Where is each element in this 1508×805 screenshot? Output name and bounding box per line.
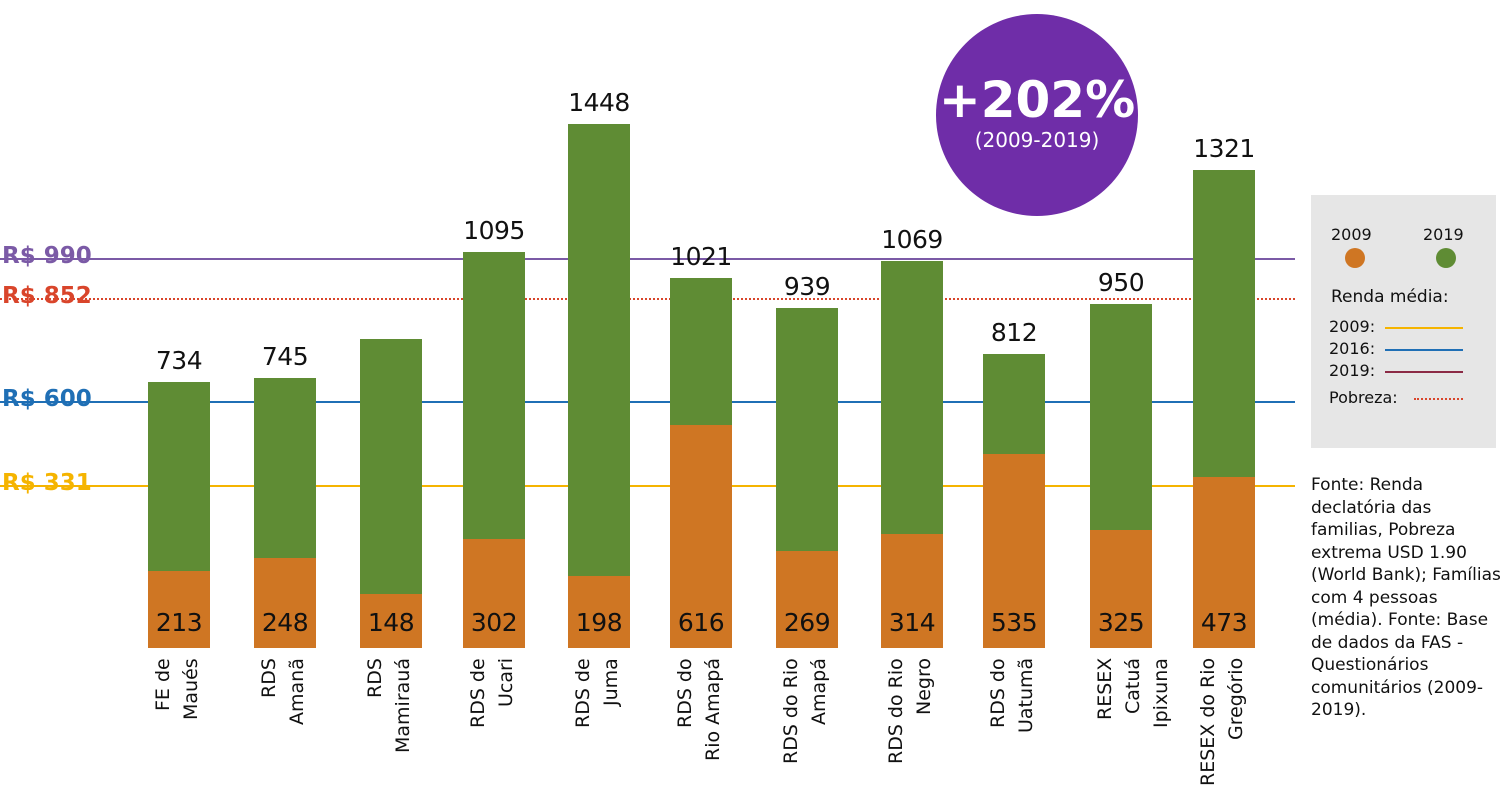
category-label: RDS Mamirauá bbox=[361, 658, 425, 803]
label-2009: 325 bbox=[1097, 608, 1145, 637]
label-2019: 1021 bbox=[670, 242, 732, 272]
source-note: Fonte: Renda declatória das familias, Po… bbox=[1311, 475, 1501, 720]
category-label: RDS do Rio Amapá bbox=[777, 658, 841, 803]
category-label: RESEX do Rio Gregório bbox=[1194, 658, 1258, 803]
category-label-line: RDS do Rio bbox=[885, 658, 907, 764]
legend-title: Renda média: bbox=[1331, 287, 1449, 307]
category-label-line: RDS bbox=[364, 658, 386, 698]
label-2019: 734 bbox=[155, 346, 203, 376]
label-2009: 198 bbox=[575, 608, 623, 637]
bar-2009 bbox=[1090, 530, 1152, 648]
category-label-line: Catuá bbox=[1122, 658, 1144, 715]
bar-2009 bbox=[983, 454, 1045, 648]
legend: 2009 2019 Renda média: 2009: 2016: 2019: Po… bbox=[1311, 195, 1496, 448]
label-2019: 950 bbox=[1097, 268, 1145, 298]
legend-row-line bbox=[1414, 398, 1463, 400]
bar-2009 bbox=[568, 576, 630, 648]
category-label-line: FE de bbox=[152, 658, 174, 711]
bar-2009 bbox=[463, 538, 525, 648]
label-2009: 269 bbox=[783, 608, 831, 637]
category-label: RDS Amanã bbox=[255, 658, 319, 803]
category-label-line: Ucari bbox=[495, 658, 517, 708]
category-label-line: RDS de bbox=[467, 658, 489, 728]
category-label: RDS de Ucari bbox=[464, 658, 528, 803]
category-label: RDS do Rio Negro bbox=[882, 658, 946, 803]
category-label: RESEX Catuá Ipixuna bbox=[1091, 658, 1172, 803]
category-label-line: RDS bbox=[258, 658, 280, 698]
label-2019: 812 bbox=[990, 318, 1038, 348]
label-2009: 213 bbox=[155, 608, 203, 637]
category-label: RDS do Uatumã bbox=[984, 658, 1048, 803]
reference-line-990 bbox=[0, 258, 1295, 260]
legend-row-line bbox=[1385, 327, 1463, 329]
legend-row-line bbox=[1385, 371, 1463, 373]
category-label: RDS do Rio Amapá bbox=[671, 658, 735, 803]
growth-period: (2009-2019) bbox=[974, 128, 1100, 152]
legend-row-label: 2009: bbox=[1329, 317, 1376, 336]
category-label-line: Ipixuna bbox=[1150, 658, 1172, 728]
label-2009: 148 bbox=[367, 608, 415, 637]
label-2009: 302 bbox=[470, 608, 518, 637]
bar-2009 bbox=[776, 550, 838, 648]
bar-2009 bbox=[148, 570, 210, 648]
reference-label-331: R$ 331 bbox=[2, 470, 92, 496]
category-label-line: Rio Amapá bbox=[702, 658, 724, 761]
label-2019: 1095 bbox=[463, 215, 525, 245]
category-label-line: Amapá bbox=[808, 658, 830, 725]
legend-2009-label: 2009 bbox=[1331, 225, 1372, 244]
label-2019: 1069 bbox=[881, 225, 943, 255]
category-label-line: RDS de bbox=[572, 658, 594, 728]
legend-2019-label: 2019 bbox=[1423, 225, 1464, 244]
category-label: RDS de Juma bbox=[569, 658, 633, 803]
category-label-line: RESEX bbox=[1094, 658, 1116, 721]
label-2019: 745 bbox=[261, 342, 309, 372]
category-label-line: Negro bbox=[913, 658, 935, 715]
category-label-line: RDS do bbox=[987, 658, 1009, 728]
legend-row-line bbox=[1385, 349, 1463, 351]
category-label-line: Juma bbox=[600, 658, 622, 706]
legend-row-label: 2019: bbox=[1329, 361, 1376, 380]
category-label-line: RDS do bbox=[674, 658, 696, 728]
bar-2009 bbox=[254, 558, 316, 648]
label-2009: 616 bbox=[677, 608, 725, 637]
legend-2009-dot bbox=[1345, 248, 1365, 268]
bar-2009 bbox=[360, 594, 422, 648]
reference-line-852 bbox=[0, 298, 1295, 300]
label-2009: 535 bbox=[990, 608, 1038, 637]
category-label: FE de Maués bbox=[149, 658, 213, 803]
legend-row-label: 2016: bbox=[1329, 339, 1376, 358]
category-label-line: Maués bbox=[180, 658, 202, 720]
reference-label-852: R$ 852 bbox=[2, 283, 92, 309]
label-2019: 1448 bbox=[568, 87, 630, 117]
category-label-line: RDS do Rio bbox=[780, 658, 802, 764]
category-label-line: Gregório bbox=[1225, 658, 1247, 741]
bar-2009 bbox=[1193, 476, 1255, 648]
label-2009: 473 bbox=[1200, 608, 1248, 637]
growth-annotation: +202% (2009-2019) bbox=[936, 14, 1138, 216]
reference-label-600: R$ 600 bbox=[2, 386, 92, 412]
bar-2019 bbox=[568, 123, 630, 648]
category-label-line: Mamirauá bbox=[392, 658, 414, 753]
legend-2019-dot bbox=[1436, 248, 1456, 268]
label-2019: 1321 bbox=[1193, 133, 1255, 163]
category-label-line: RESEX do Rio bbox=[1197, 658, 1219, 787]
label-2009: 248 bbox=[261, 608, 309, 637]
bar-2009 bbox=[670, 425, 732, 648]
reference-label-990: R$ 990 bbox=[2, 243, 92, 269]
reference-line-600 bbox=[0, 401, 1295, 403]
bar-2009 bbox=[881, 534, 943, 648]
category-label-line: Amanã bbox=[286, 658, 308, 725]
category-label-line: Uatumã bbox=[1015, 658, 1037, 734]
growth-value: +202% bbox=[938, 71, 1136, 129]
label-2019: 939 bbox=[783, 272, 831, 302]
legend-row-label: Pobreza: bbox=[1329, 388, 1398, 407]
label-2009: 314 bbox=[888, 608, 936, 637]
reference-line-331 bbox=[0, 485, 1295, 487]
